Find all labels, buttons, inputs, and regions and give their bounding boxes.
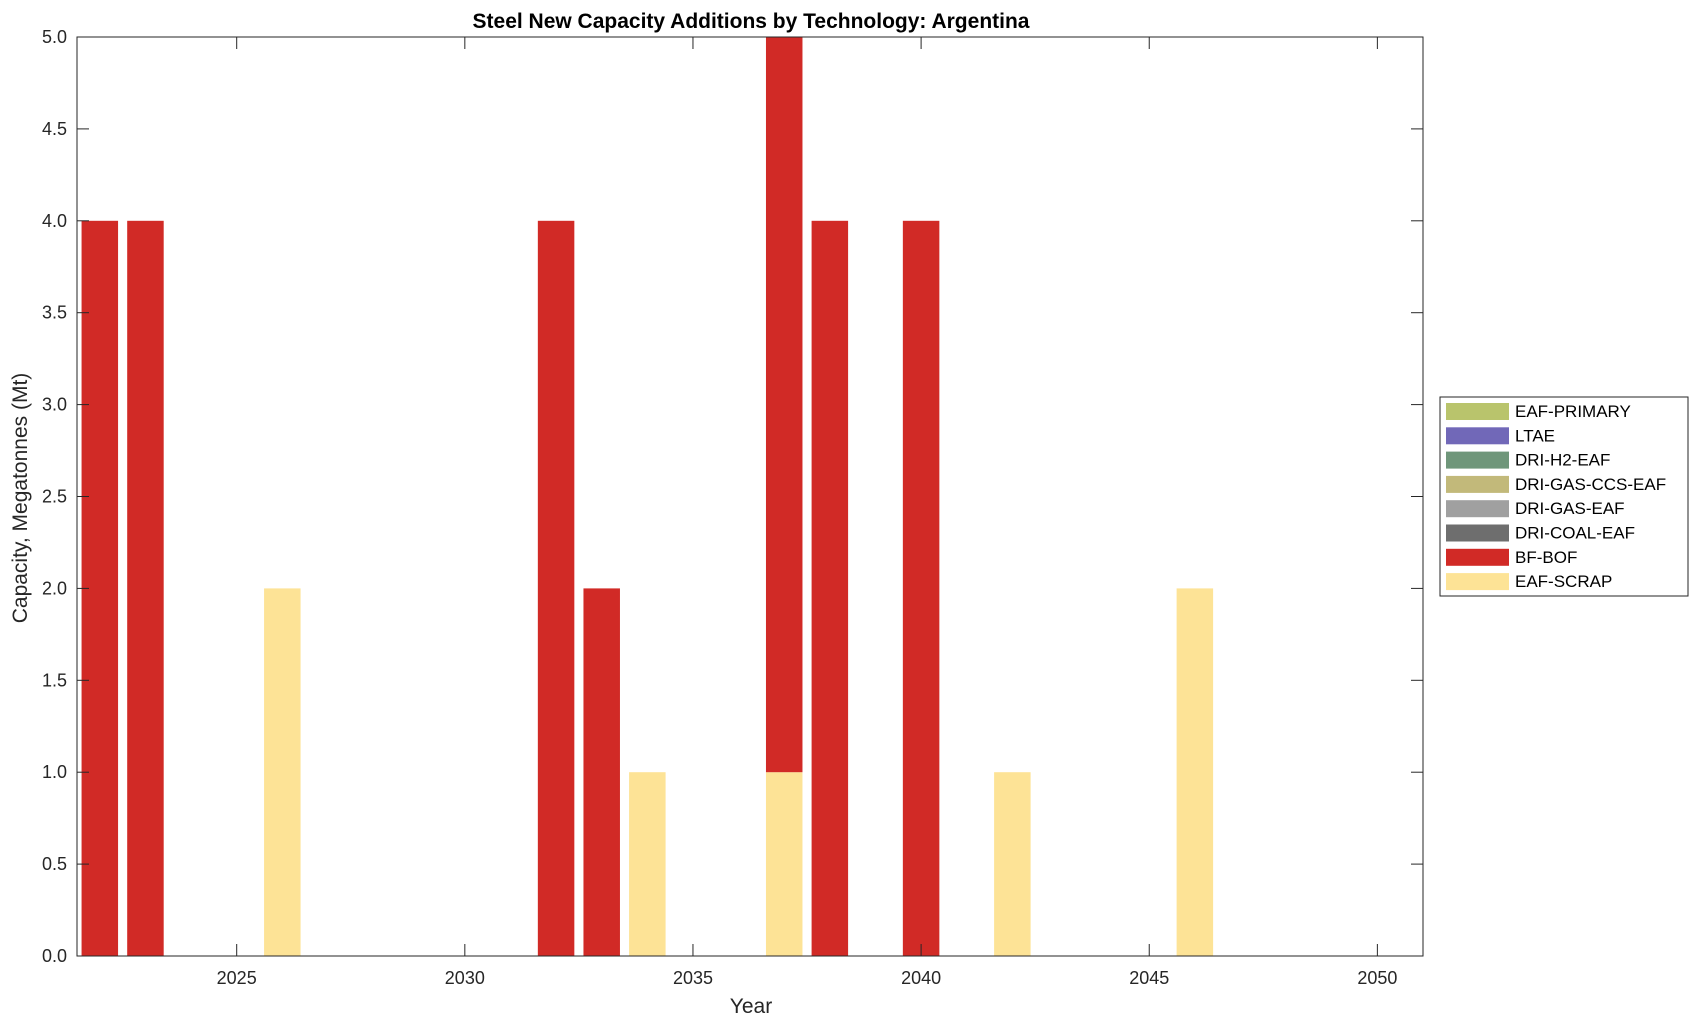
legend-label-eaf-scrap: EAF-SCRAP [1515, 572, 1612, 591]
legend-label-dri-coal-eaf: DRI-COAL-EAF [1515, 524, 1635, 543]
legend-items: EAF-PRIMARY LTAE DRI-H2-EAF DRI-GAS-CCS-EAF… [1446, 402, 1666, 591]
bar-eaf-scrap-2026 [264, 588, 301, 956]
bar-eaf-scrap-2046 [1176, 588, 1214, 956]
ticks-layer: 2025 2030 2035 2040 2045 2050 0.0 0.5 1.0 1.5 2.0 2… [42, 27, 1423, 988]
bar-eaf-scrap-2034 [629, 772, 666, 956]
y-tick-label: 2.5 [42, 487, 67, 507]
legend-swatch-dri-gas-eaf [1446, 500, 1509, 518]
y-tick-label: 3.0 [42, 395, 67, 415]
y-tick-label: 0.5 [42, 854, 67, 874]
legend-swatch-ltae [1446, 427, 1509, 445]
legend-swatch-bf-bof [1446, 548, 1509, 566]
x-tick-label: 2050 [1357, 968, 1397, 988]
y-tick-label: 5.0 [42, 27, 67, 47]
y-tick-label: 4.0 [42, 211, 67, 231]
y-tick-label: 1.5 [42, 670, 67, 690]
bar-bf-bof-2023 [127, 220, 164, 957]
legend-label-eaf-primary: EAF-PRIMARY [1515, 402, 1631, 421]
bar-bf-bof-2038 [811, 220, 849, 957]
y-tick-label: 1.0 [42, 762, 67, 782]
legend: EAF-PRIMARY LTAE DRI-H2-EAF DRI-GAS-CCS-EAF… [1439, 396, 1689, 597]
bar-bf-bof-2037 [765, 37, 803, 773]
bars-layer [81, 37, 1214, 957]
bar-eaf-scrap-2037 [765, 772, 803, 956]
y-tick-label: 4.5 [42, 119, 67, 139]
x-tick-label: 2045 [1129, 968, 1169, 988]
x-tick-label: 2035 [673, 968, 713, 988]
y-tick-label: 0.0 [42, 946, 67, 966]
legend-label-dri-h2-eaf: DRI-H2-EAF [1515, 451, 1610, 470]
legend-swatch-dri-h2-eaf [1446, 451, 1509, 469]
x-tick-label: 2040 [901, 968, 941, 988]
y-axis-title: Capacity, Megatonnes (Mt) [9, 373, 32, 624]
legend-label-dri-gas-ccs-eaf: DRI-GAS-CCS-EAF [1515, 475, 1666, 494]
legend-label-dri-gas-eaf: DRI-GAS-EAF [1515, 499, 1625, 518]
x-tick-label: 2025 [217, 968, 257, 988]
legend-label-bf-bof: BF-BOF [1515, 548, 1577, 567]
y-tick-label: 2.0 [42, 578, 67, 598]
x-axis-title: Year [730, 995, 772, 1018]
y-tick-label: 3.5 [42, 303, 67, 323]
legend-swatch-eaf-primary [1446, 403, 1509, 420]
legend-label-ltae: LTAE [1515, 426, 1555, 445]
bar-bf-bof-2032 [537, 220, 575, 957]
x-tick-label: 2030 [445, 968, 485, 988]
bar-bf-bof-2033 [583, 588, 620, 956]
chart-title: Steel New Capacity Additions by Technolo… [473, 10, 1030, 33]
bar-eaf-scrap-2042 [994, 772, 1031, 956]
legend-swatch-dri-coal-eaf [1446, 524, 1509, 542]
bar-bf-bof-2040 [902, 220, 940, 957]
legend-swatch-dri-gas-ccs-eaf [1446, 475, 1509, 493]
legend-swatch-eaf-scrap [1446, 573, 1509, 591]
